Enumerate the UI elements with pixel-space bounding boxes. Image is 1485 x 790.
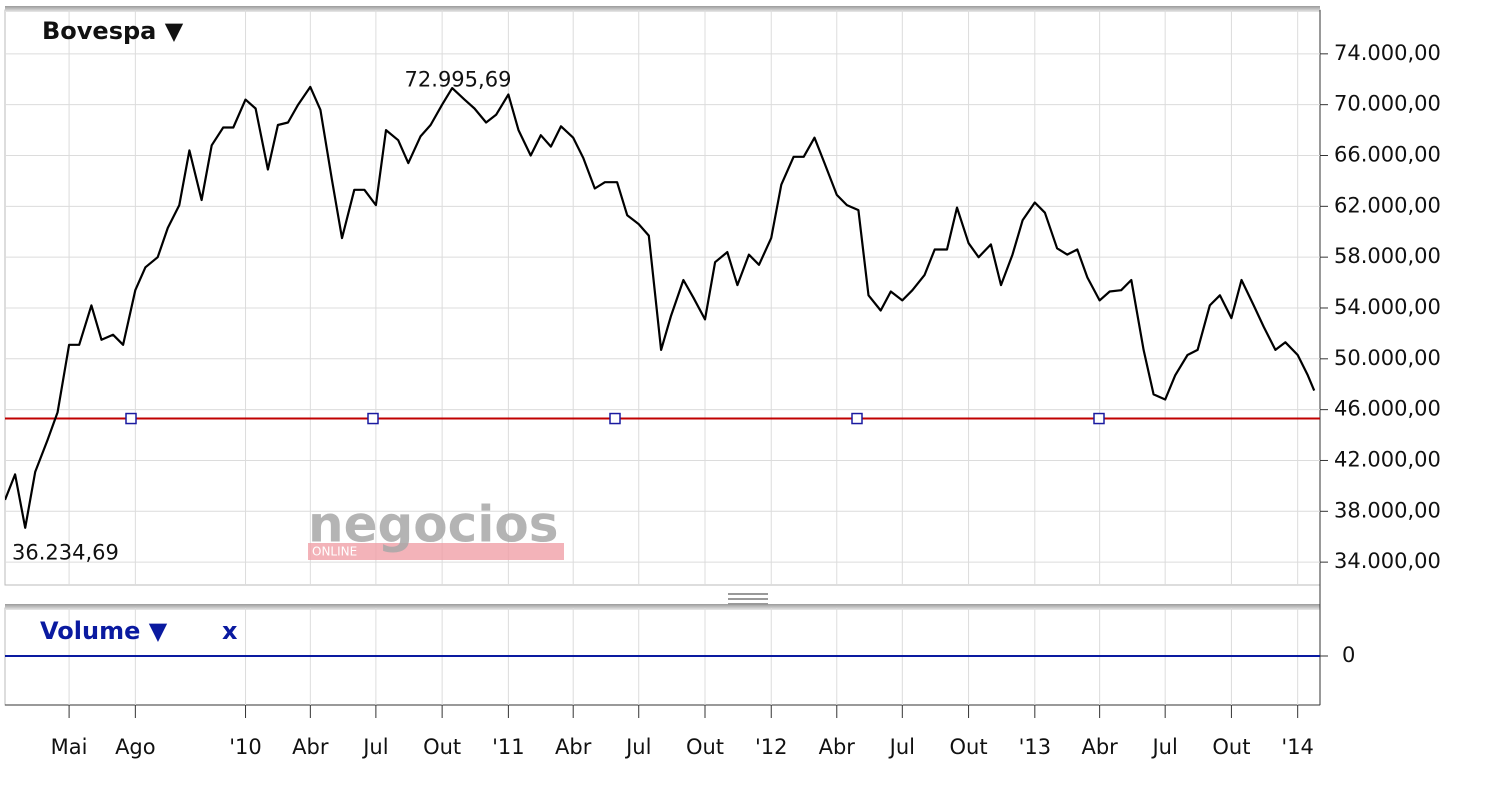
x-tick-label: Abr [292,735,329,759]
volume-y-tick-label: 0 [1342,643,1355,667]
x-tick-label: Jul [1150,735,1177,759]
resize-handle[interactable] [728,593,768,605]
line-handle[interactable] [125,412,137,425]
y-tick-label: 34.000,00 [1334,549,1441,573]
line-handle[interactable] [851,412,863,425]
x-tick-label: Jul [361,735,388,759]
panel-top-bar [5,6,1320,12]
volume-title[interactable]: Volume ▼ [40,617,168,645]
main-panel [4,9,1321,586]
x-tick-label: '11 [492,735,525,759]
line-handle[interactable] [609,412,621,425]
x-tick-label: Out [423,735,461,759]
x-tick-label: '10 [229,735,262,759]
x-tick-label: Out [686,735,724,759]
line-handle[interactable] [1093,412,1105,425]
watermark-band [308,543,564,560]
x-tick-label: Jul [624,735,651,759]
x-tick-label: Out [950,735,988,759]
background [4,6,1321,706]
line-handle[interactable] [367,412,379,425]
y-tick-label: 66.000,00 [1334,142,1441,166]
x-tick-label: '14 [1281,735,1314,759]
x-tick-label: Mai [51,735,88,759]
axes: 34.000,00 38.000,00 42.000,00 46.000,00 50.0… [5,41,1441,759]
y-tick-label: 74.000,00 [1334,41,1441,65]
x-tick-label: Abr [555,735,592,759]
y-tick-label: 62.000,00 [1334,193,1441,217]
y-tick-label: 58.000,00 [1334,244,1441,268]
watermark: negocios ONLINE [308,496,564,560]
y-tick-label: 46.000,00 [1334,397,1441,421]
max-annotation: 72.995,69 [405,68,512,92]
x-tick-label: Ago [115,735,156,759]
y-tick-label: 70.000,00 [1334,92,1441,116]
x-tick-label: Abr [819,735,856,759]
y-tick-label: 42.000,00 [1334,447,1441,471]
grid [5,10,1320,585]
volume-top-bar [5,604,1320,610]
x-tick-label: Out [1212,735,1250,759]
y-tick-label: 50.000,00 [1334,346,1441,370]
x-tick-label: '12 [755,735,788,759]
y-tick-label: 54.000,00 [1334,295,1441,319]
watermark-text: negocios [308,496,559,554]
watermark-sub: ONLINE [312,545,357,559]
x-tick-label: Abr [1081,735,1118,759]
volume-close[interactable]: x [222,617,238,645]
x-tick-label: '13 [1019,735,1052,759]
y-tick-label: 38.000,00 [1334,498,1441,522]
plot [5,85,1320,529]
chart-title[interactable]: Bovespa ▼ [42,17,184,45]
x-tick-label: Jul [888,735,915,759]
min-annotation: 36.234,69 [12,541,119,565]
price-line [5,85,1316,529]
